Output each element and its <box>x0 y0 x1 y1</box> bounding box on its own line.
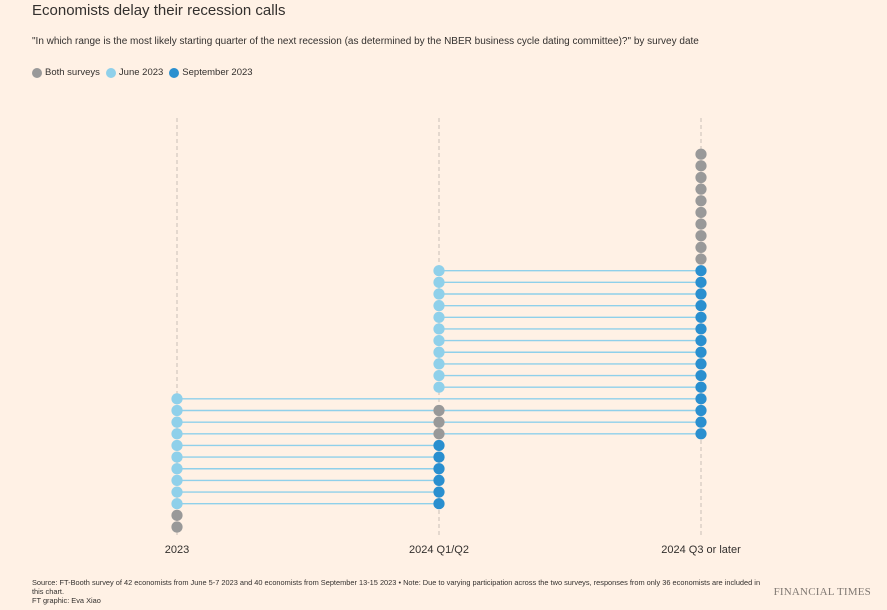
dot-september-2023 <box>433 498 445 510</box>
dot-plot-chart: 2023 2024 Q1/Q2 2024 Q3 or later <box>165 118 741 556</box>
graphic-credit: FT graphic: Eva Xiao <box>32 596 101 605</box>
dot-september-2023 <box>695 393 707 405</box>
dot-september-2023 <box>695 276 707 288</box>
dot-june-2023 <box>171 393 183 405</box>
dot-september-2023 <box>433 463 445 475</box>
dot-june-2023 <box>433 335 445 347</box>
dot-june-2023 <box>171 474 183 486</box>
data-dots <box>171 148 707 533</box>
dot-both-surveys <box>695 230 707 242</box>
dot-september-2023 <box>433 474 445 486</box>
footer: Source: FT-Booth survey of 42 economists… <box>32 578 762 605</box>
dot-both-surveys <box>695 171 707 184</box>
dot-june-2023 <box>171 486 183 498</box>
dot-both-surveys <box>695 183 707 195</box>
x-tick-label: 2024 Q1/Q2 <box>409 544 469 556</box>
dot-september-2023 <box>695 323 707 335</box>
dot-june-2023 <box>171 439 183 452</box>
dot-both-surveys <box>695 218 707 230</box>
legend-swatch-june <box>105 67 116 78</box>
dot-september-2023 <box>433 451 445 463</box>
dot-both-surveys <box>695 241 707 253</box>
legend-item-both: Both surveys <box>32 67 100 78</box>
dot-june-2023 <box>171 451 183 463</box>
dot-september-2023 <box>433 486 445 498</box>
chart-subtitle: "In which range is the most likely start… <box>32 36 699 47</box>
dot-june-2023 <box>171 498 183 510</box>
legend: Both surveys June 2023 September 2023 <box>32 67 259 78</box>
chart-title: Economists delay their recession calls <box>32 2 286 19</box>
dot-september-2023 <box>695 358 707 370</box>
dot-june-2023 <box>433 300 445 312</box>
dot-september-2023 <box>695 311 707 323</box>
dot-june-2023 <box>433 265 445 277</box>
legend-label-both: Both surveys <box>45 67 100 78</box>
dot-june-2023 <box>433 323 445 335</box>
dot-september-2023 <box>695 381 707 393</box>
dot-both-surveys <box>171 521 183 533</box>
dot-june-2023 <box>171 428 183 440</box>
source-note: Source: FT-Booth survey of 42 economists… <box>32 578 761 596</box>
dot-september-2023 <box>695 288 707 300</box>
dot-june-2023 <box>433 369 445 382</box>
dot-september-2023 <box>695 428 707 440</box>
dot-september-2023 <box>695 265 707 277</box>
dot-june-2023 <box>433 311 445 323</box>
dot-june-2023 <box>171 463 183 475</box>
legend-item-september: September 2023 <box>169 67 253 78</box>
dot-september-2023 <box>695 416 707 428</box>
dot-both-surveys <box>695 253 707 265</box>
dot-september-2023 <box>695 300 707 312</box>
dot-both-surveys <box>695 148 707 160</box>
legend-swatch-both <box>32 67 42 78</box>
x-tick-label: 2023 <box>165 544 189 556</box>
legend-item-june: June 2023 <box>105 67 164 78</box>
dot-both-surveys <box>171 509 183 521</box>
legend-label-september: September 2023 <box>182 67 253 78</box>
dot-september-2023 <box>695 346 707 358</box>
dot-both-surveys <box>695 195 707 207</box>
legend-label-june: June 2023 <box>118 67 164 78</box>
x-axis-ticks: 2023 2024 Q1/Q2 2024 Q3 or later <box>165 544 741 556</box>
dot-both-surveys <box>433 416 445 428</box>
dot-both-surveys <box>695 206 707 219</box>
dot-both-surveys <box>695 160 707 172</box>
ft-brand-logo: FINANCIAL TIMES <box>773 586 871 598</box>
dot-september-2023 <box>695 369 707 382</box>
x-tick-label: 2024 Q3 or later <box>661 544 741 556</box>
dot-june-2023 <box>171 416 183 428</box>
dot-september-2023 <box>695 404 707 417</box>
dot-june-2023 <box>433 358 445 370</box>
dot-june-2023 <box>171 404 183 417</box>
dot-june-2023 <box>433 381 445 393</box>
dot-june-2023 <box>433 346 445 358</box>
dot-september-2023 <box>695 335 707 347</box>
dot-both-surveys <box>433 428 445 440</box>
dot-both-surveys <box>433 404 445 417</box>
dot-september-2023 <box>433 439 445 452</box>
legend-swatch-september <box>169 67 180 78</box>
dot-june-2023 <box>433 288 445 300</box>
dot-june-2023 <box>433 276 445 288</box>
